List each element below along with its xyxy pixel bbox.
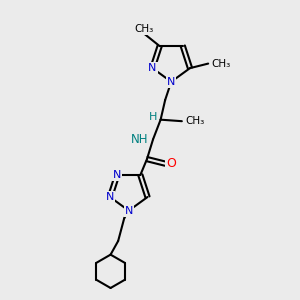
Text: CH₃: CH₃	[211, 58, 230, 69]
Text: O: O	[166, 157, 176, 170]
Text: N: N	[148, 63, 157, 73]
Text: NH: NH	[131, 133, 148, 146]
Text: N: N	[106, 192, 114, 202]
Text: N: N	[124, 206, 133, 216]
Text: N: N	[167, 77, 176, 87]
Text: H: H	[149, 112, 157, 122]
Text: CH₃: CH₃	[185, 116, 204, 126]
Text: CH₃: CH₃	[135, 24, 154, 34]
Text: N: N	[113, 170, 122, 180]
